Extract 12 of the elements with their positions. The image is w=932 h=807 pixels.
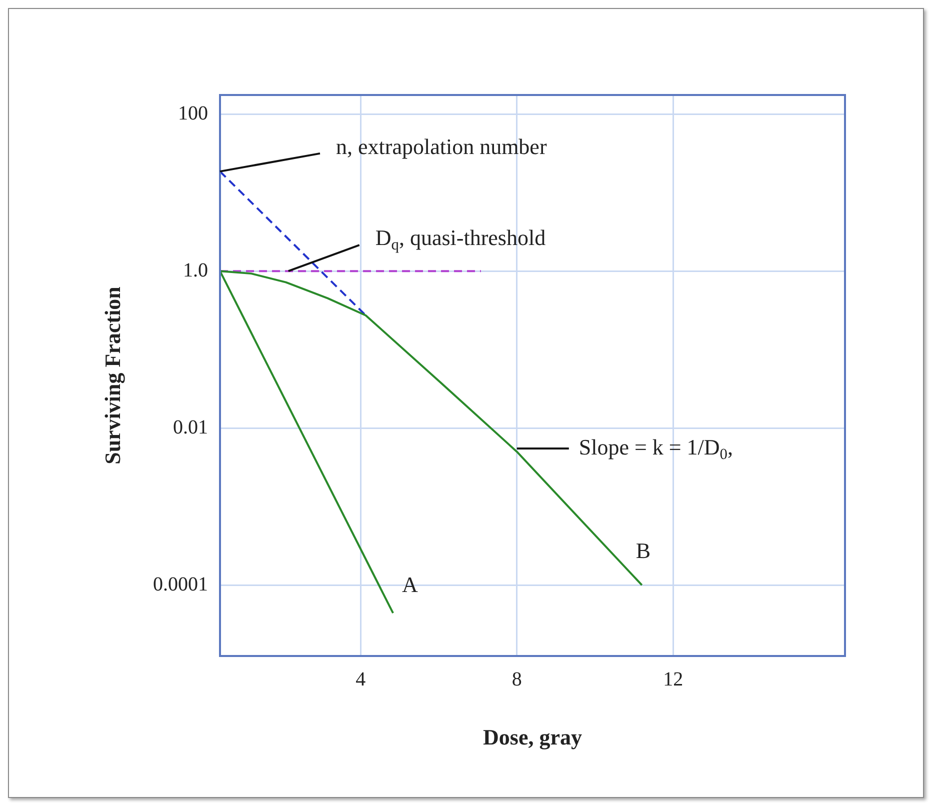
x-tick-label: 12 [663, 668, 684, 690]
y-tick-label: 0.01 [173, 416, 208, 438]
y-axis-title: Surviving Fraction [100, 286, 125, 464]
x-tick-label: 8 [512, 668, 522, 690]
x-axis-title: Dose, gray [483, 724, 582, 750]
annotation: B [636, 538, 651, 563]
y-tick-label: 0.0001 [153, 573, 208, 596]
y-tick-label: 1.0 [183, 259, 208, 282]
y-tick-label: 100 [178, 102, 208, 124]
annotation: n, extrapolation number [336, 134, 548, 160]
annotation: A [402, 572, 418, 597]
x-tick-label: 4 [356, 668, 366, 690]
